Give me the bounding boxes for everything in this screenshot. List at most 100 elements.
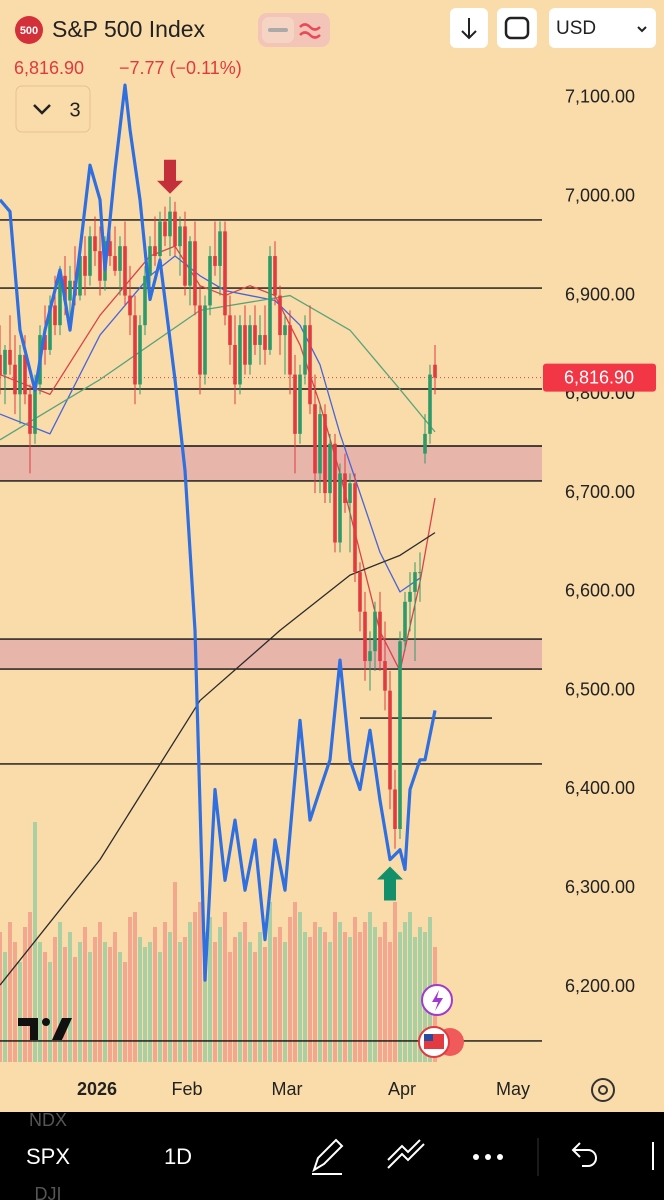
volume-bar <box>318 927 322 1062</box>
badge <box>15 16 43 44</box>
interval[interactable]: 1D <box>164 1144 192 1169</box>
candle-body <box>243 325 247 365</box>
volume-bar <box>98 922 102 1062</box>
candle-body <box>403 601 407 642</box>
volume-bar <box>108 947 112 1062</box>
candle-body <box>318 414 322 474</box>
x-tick-label: Apr <box>388 1079 416 1099</box>
indicator-count: 3 <box>69 99 80 121</box>
volume-bar <box>88 952 92 1062</box>
volume-bar <box>258 932 262 1062</box>
volume-bar <box>83 927 87 1062</box>
icon <box>461 18 477 40</box>
candle-body <box>88 236 92 276</box>
settings-button[interactable] <box>591 1078 615 1102</box>
candle-body <box>98 251 102 281</box>
candle-body <box>348 483 352 503</box>
x-tick-label: Mar <box>272 1079 303 1099</box>
candle-body <box>173 211 177 247</box>
candle-body <box>313 404 317 474</box>
volume-bar <box>208 917 212 1062</box>
volume-bar <box>388 942 392 1062</box>
candle-body <box>48 305 52 350</box>
candle-body <box>3 349 7 375</box>
candle-body <box>418 572 422 574</box>
candle-body <box>153 246 157 257</box>
volume-bar <box>138 937 142 1062</box>
header: 500 S&P 500 Index 6,816.90 −7.77 (−0.11%… <box>14 8 656 133</box>
candle-body <box>23 354 27 395</box>
candle-body <box>428 374 432 434</box>
volume-bar <box>293 902 297 1062</box>
candle-body <box>413 572 417 592</box>
fullscreen-button[interactable] <box>497 8 537 48</box>
volume-bar <box>228 952 232 1062</box>
candle-body <box>198 305 202 375</box>
icon <box>432 990 443 1011</box>
undo-button[interactable] <box>571 1142 597 1167</box>
draw-button[interactable] <box>312 1138 344 1175</box>
candle-body <box>263 335 267 350</box>
volume-bar <box>123 962 127 1062</box>
candle-body <box>303 325 307 375</box>
y-tick-label: 6,900.00 <box>565 284 635 304</box>
volume-bar <box>248 942 252 1062</box>
price-axis <box>542 0 664 1062</box>
zone <box>0 639 542 670</box>
volume-bar <box>418 927 422 1062</box>
volume-bar <box>53 937 57 1062</box>
moving-average <box>0 294 436 441</box>
volume-bar <box>323 932 327 1062</box>
candle-body <box>13 364 17 395</box>
icon <box>424 1034 433 1041</box>
volume-bar <box>23 927 27 1062</box>
trend-button[interactable] <box>387 1139 425 1169</box>
candle-body <box>123 246 127 296</box>
volume-bar <box>333 912 337 1062</box>
volume-bar <box>48 962 52 1062</box>
candle-body <box>268 256 272 350</box>
volume-bar <box>143 947 147 1062</box>
candle-body <box>193 241 197 306</box>
volume-bar <box>193 912 197 1062</box>
volume-bar <box>213 942 217 1062</box>
y-tick-label: 6,400.00 <box>565 778 635 798</box>
candle-body <box>188 241 192 286</box>
candle-body <box>18 354 22 395</box>
volume-bar <box>358 932 362 1062</box>
volume-bar <box>158 952 162 1062</box>
volume-bar <box>368 912 372 1062</box>
candle-body <box>138 325 142 385</box>
candle-body <box>233 344 237 385</box>
candle-body <box>248 325 252 365</box>
volume-bar <box>148 942 152 1062</box>
candle-body <box>148 246 152 276</box>
volume-bar <box>328 942 332 1062</box>
volume-bar <box>8 922 12 1062</box>
candle-body <box>378 611 382 662</box>
symbol-above[interactable]: NDX <box>29 1110 67 1130</box>
volume-bar <box>38 942 42 1062</box>
currency-select[interactable] <box>549 8 656 48</box>
indicator-toggle[interactable] <box>15 85 91 133</box>
candle-body <box>158 221 162 257</box>
symbol[interactable]: SPX <box>26 1144 70 1169</box>
moving-average <box>0 532 436 986</box>
symbol-below[interactable]: DJI <box>35 1184 62 1200</box>
volume-bar <box>73 957 77 1062</box>
volume-bar <box>93 937 97 1062</box>
volume-bar <box>163 922 167 1062</box>
volume-bar <box>298 912 302 1062</box>
candle-body <box>388 690 392 790</box>
logo <box>18 1018 72 1040</box>
volume-bar <box>0 932 2 1062</box>
volume-bar <box>168 932 172 1062</box>
candle-body <box>258 335 262 345</box>
volume-bar <box>78 942 82 1062</box>
volume-bar <box>313 922 317 1062</box>
more-button[interactable] <box>473 1154 503 1160</box>
y-tick-label: 6,500.00 <box>565 679 635 699</box>
y-tick-label: 6,700.00 <box>565 482 635 502</box>
candle-body <box>368 651 372 662</box>
